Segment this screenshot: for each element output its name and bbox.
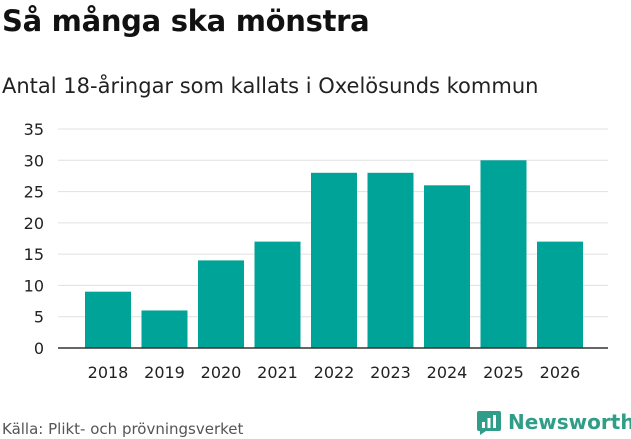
x-tick-label: 2021 (257, 363, 298, 382)
x-tick-label: 2026 (540, 363, 581, 382)
bar (480, 160, 527, 348)
y-tick-label: 5 (34, 308, 44, 327)
x-tick-label: 2019 (144, 363, 185, 382)
y-tick-label: 10 (24, 276, 44, 295)
x-tick-label: 2020 (201, 363, 242, 382)
chart-subtitle: Antal 18-åringar som kallats i Oxelösund… (2, 74, 539, 98)
x-tick-label: 2018 (88, 363, 129, 382)
y-tick-label: 35 (24, 120, 44, 139)
x-tick-label: 2025 (483, 363, 524, 382)
bar (424, 185, 470, 348)
y-tick-label: 15 (24, 245, 44, 264)
bar (254, 241, 301, 348)
y-tick-label: 25 (24, 183, 44, 202)
bar (537, 241, 583, 348)
bar (311, 172, 357, 348)
bar (141, 310, 188, 348)
bar (198, 260, 244, 348)
x-tick-label: 2023 (370, 363, 411, 382)
newsworthy-logo-icon (477, 411, 501, 435)
bar (85, 291, 131, 348)
brand-logo[interactable]: Newsworthy (476, 407, 631, 437)
y-tick-label: 20 (24, 214, 44, 233)
y-tick-label: 30 (24, 151, 44, 170)
chart-title: Så många ska mönstra (2, 4, 370, 38)
brand-name: Newsworthy (508, 410, 631, 434)
bar (367, 172, 414, 348)
x-tick-label: 2022 (314, 363, 355, 382)
y-tick-label: 0 (34, 339, 44, 358)
x-tick-label: 2024 (427, 363, 468, 382)
source-note: Källa: Plikt- och prövningsverket (2, 420, 244, 438)
